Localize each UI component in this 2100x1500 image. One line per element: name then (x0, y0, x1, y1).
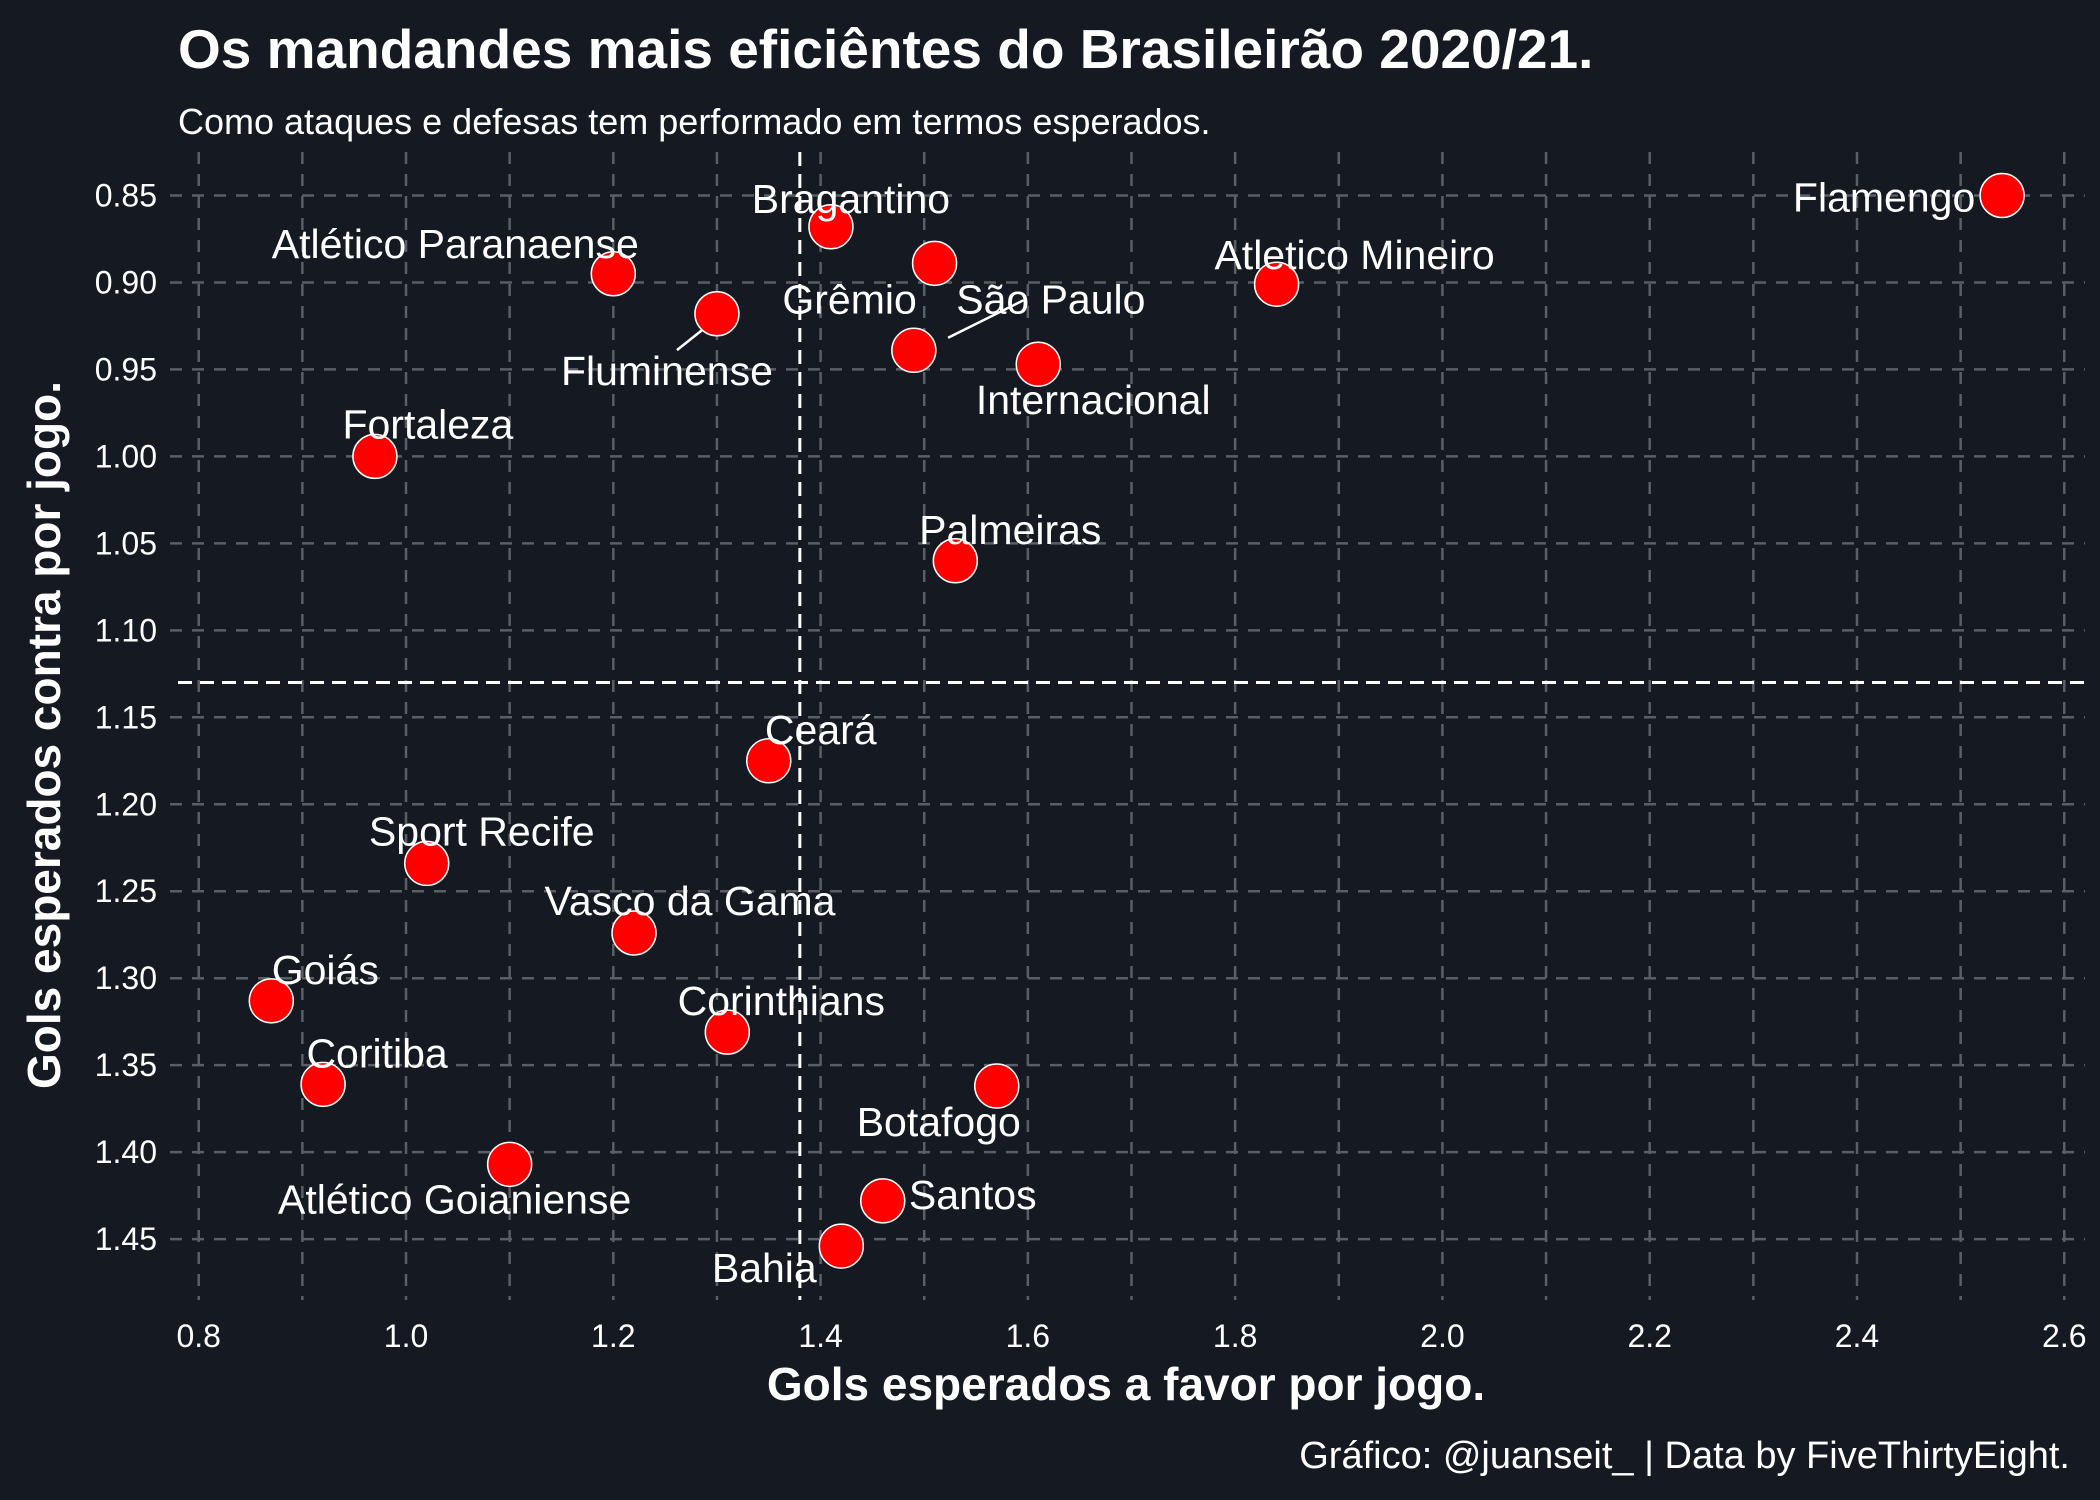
point-palmeiras (932, 538, 979, 584)
y-tick-label: 1.20 (95, 786, 157, 822)
point-fortaleza (352, 433, 398, 480)
y-axis-title: Gols esperados contra por jogo. (18, 381, 70, 1089)
y-tick-label: 1.45 (95, 1221, 157, 1257)
x-tick-label: 0.8 (176, 1318, 220, 1354)
point-atl-tico-goianiense (486, 1141, 533, 1188)
x-tick-label: 2.0 (1420, 1318, 1464, 1354)
x-tick-label: 2.2 (1627, 1318, 1671, 1354)
point-botafogo (974, 1063, 1020, 1109)
point-label: Internacional (976, 377, 1211, 423)
y-tick-label: 1.40 (95, 1134, 157, 1170)
point-label: Bahia (712, 1245, 817, 1291)
point-fluminense (694, 291, 740, 337)
point-sport-recife (403, 840, 450, 887)
reference-lines (178, 152, 2085, 1300)
point-label: Palmeiras (919, 507, 1101, 553)
point-label: Goiás (272, 947, 379, 993)
point-label: Coritiba (306, 1030, 447, 1076)
point-label: Flamengo (1793, 174, 1975, 220)
y-tick-label: 1.05 (95, 525, 157, 561)
x-tick-label: 1.8 (1213, 1318, 1257, 1354)
chart-subtitle: Como ataques e defesas tem performado em… (178, 101, 1211, 142)
point-coritiba (300, 1061, 346, 1108)
y-tick-label: 1.15 (95, 699, 157, 735)
point-corinthians (704, 1009, 751, 1055)
point-santos (860, 1178, 906, 1224)
label-connector-line (947, 299, 1025, 339)
point-s-o-paulo (891, 327, 937, 374)
y-tick-label: 1.25 (95, 873, 157, 909)
x-tick-label: 1.2 (591, 1318, 635, 1354)
point-flamengo (1979, 172, 2025, 219)
y-tick-label: 1.00 (95, 438, 157, 474)
point-atl-tico-paranaense (590, 251, 637, 297)
point-label: Bragantino (752, 176, 950, 222)
y-tick-label: 1.10 (95, 612, 157, 648)
point-label: Vasco da Gama (545, 878, 836, 924)
point-gr-mio (911, 240, 958, 287)
point-cear- (746, 738, 792, 784)
label-connectors (676, 299, 1025, 352)
y-tick-label: 0.85 (95, 177, 157, 213)
point-label: Atletico Mineiro (1214, 232, 1494, 278)
point-label: Ceará (765, 707, 877, 753)
point-label: Atlético Paranaense (272, 221, 639, 267)
point-vasco-da-gama (611, 910, 657, 956)
point-label: São Paulo (956, 276, 1145, 322)
x-tick-label: 2.6 (2042, 1318, 2086, 1354)
chart-caption: Gráfico: @juanseit_ | Data by FiveThirty… (1299, 1435, 2070, 1477)
x-tick-label: 1.4 (798, 1318, 842, 1354)
y-tick-label: 0.90 (95, 264, 157, 300)
x-axis-title: Gols esperados a favor por jogo. (767, 1358, 1485, 1410)
point-label: Fortaleza (342, 401, 513, 447)
point-label: Santos (909, 1172, 1037, 1218)
point-label: Grêmio (782, 276, 916, 322)
y-tick-label: 1.35 (95, 1047, 157, 1083)
point-labels: Flamengo Bragantino Atlético Paranaense Grê… (272, 174, 1976, 1291)
y-tick-label: 1.30 (95, 960, 157, 996)
point-label: Sport Recife (369, 808, 595, 854)
point-atletico-mineiro (1253, 261, 1300, 307)
point-bragantino (808, 204, 854, 250)
points (248, 172, 2025, 1269)
x-tick-label: 1.6 (1006, 1318, 1050, 1354)
point-goi-s (248, 978, 295, 1024)
label-connector-line (676, 327, 706, 352)
chart-title: Os mandandes mais eficiêntes do Brasilei… (178, 18, 1593, 80)
point-label: Corinthians (678, 978, 885, 1024)
point-label: Botafogo (857, 1099, 1021, 1145)
point-internacional (1015, 341, 1061, 387)
tick-labels: 0.8 1.0 1.2 1.4 1.6 1.8 2.0 2.2 2.4 2.6 0.85 0.90 0.… (95, 177, 2087, 1354)
grid-layer (170, 152, 2085, 1300)
point-bahia (818, 1223, 865, 1269)
y-tick-label: 0.95 (95, 351, 157, 387)
x-tick-label: 1.0 (384, 1318, 428, 1354)
point-label: Fluminense (561, 348, 773, 394)
x-tick-label: 2.4 (1835, 1318, 1879, 1354)
point-label: Atlético Goianiense (278, 1176, 631, 1222)
